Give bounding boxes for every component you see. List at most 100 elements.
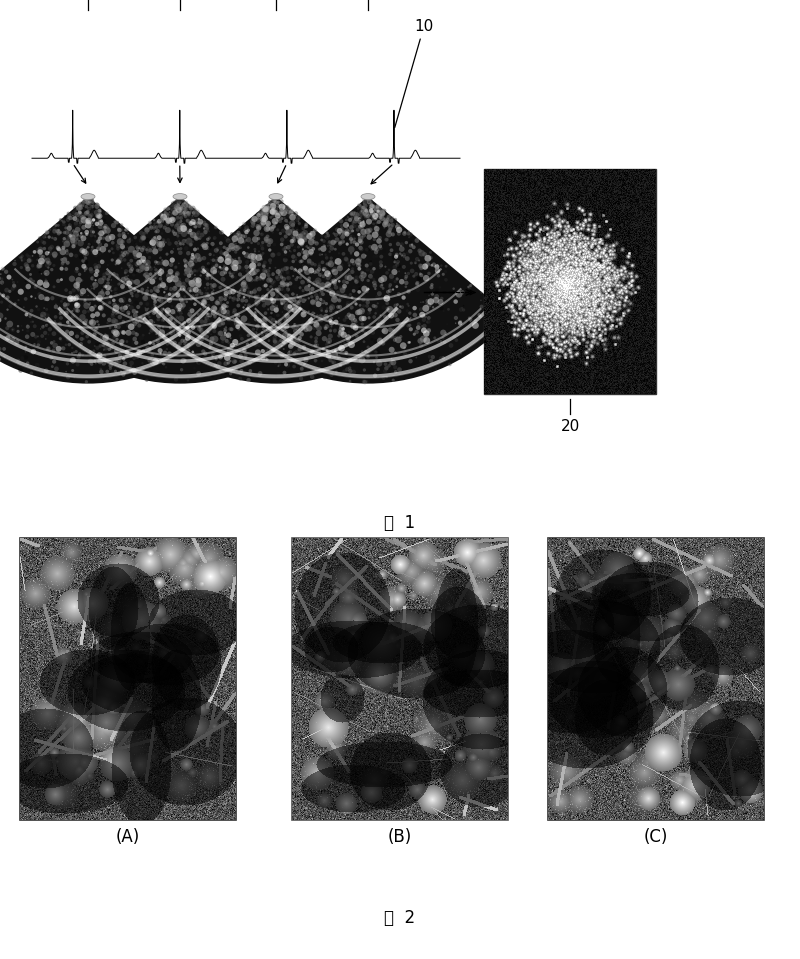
Point xyxy=(76,347,89,363)
Point xyxy=(362,191,375,206)
Point xyxy=(253,220,266,235)
Point xyxy=(328,273,341,289)
Point xyxy=(118,245,130,260)
Point xyxy=(274,287,287,302)
Point xyxy=(347,295,360,311)
Point xyxy=(290,250,302,266)
Point xyxy=(255,291,268,306)
Point xyxy=(292,324,305,339)
Point xyxy=(379,357,392,372)
Point xyxy=(13,247,26,263)
Point xyxy=(180,241,193,256)
Point xyxy=(348,204,361,220)
Point xyxy=(410,251,423,267)
Point xyxy=(147,270,160,286)
Point xyxy=(382,292,395,307)
Point xyxy=(305,263,318,278)
Point xyxy=(70,231,83,246)
Point xyxy=(326,241,338,256)
Point xyxy=(118,229,130,245)
Point xyxy=(397,336,410,351)
Point xyxy=(281,278,294,293)
Point xyxy=(240,219,253,234)
Point xyxy=(266,295,278,311)
Point xyxy=(373,199,386,215)
Point xyxy=(260,232,273,247)
Point xyxy=(230,258,242,273)
Point xyxy=(275,339,288,354)
Point xyxy=(40,226,53,242)
Point xyxy=(0,352,6,367)
Point xyxy=(322,261,335,276)
Point xyxy=(81,190,94,205)
Point xyxy=(87,230,100,246)
Point xyxy=(214,260,226,275)
Point xyxy=(41,308,54,323)
Point xyxy=(311,264,324,279)
Point xyxy=(286,327,299,342)
Point xyxy=(390,249,402,265)
Point xyxy=(89,339,102,354)
Point xyxy=(156,313,169,328)
Point xyxy=(89,199,102,214)
Point xyxy=(249,244,262,259)
Point xyxy=(261,199,274,214)
Point xyxy=(117,345,130,361)
Point xyxy=(171,349,184,364)
Point xyxy=(391,219,404,234)
Point xyxy=(431,283,444,298)
Point xyxy=(54,240,67,255)
Point xyxy=(116,239,129,254)
Point xyxy=(247,320,260,336)
Point xyxy=(149,292,162,308)
Point xyxy=(249,258,262,273)
Point xyxy=(267,293,280,309)
Point xyxy=(114,292,127,308)
Point xyxy=(67,309,80,324)
Point xyxy=(84,201,97,217)
Point xyxy=(83,199,96,215)
Point xyxy=(186,319,199,335)
Point xyxy=(53,293,66,309)
Point xyxy=(376,205,389,221)
Point xyxy=(166,202,178,218)
Point xyxy=(106,306,119,321)
Point xyxy=(259,351,272,366)
Point xyxy=(54,305,67,320)
Point xyxy=(180,294,193,310)
Point xyxy=(386,329,398,344)
Point xyxy=(419,309,432,324)
Point xyxy=(278,242,290,257)
Point xyxy=(178,253,191,269)
Point xyxy=(104,279,117,294)
Point xyxy=(148,315,161,330)
Point xyxy=(193,231,206,246)
Point xyxy=(98,214,110,229)
Point xyxy=(218,325,231,340)
Point xyxy=(283,335,296,350)
Point xyxy=(35,290,48,305)
Point xyxy=(250,272,262,288)
Point xyxy=(120,222,133,237)
Point xyxy=(146,235,159,250)
Point xyxy=(353,230,366,246)
Point xyxy=(141,222,154,238)
Point xyxy=(256,313,269,328)
Point xyxy=(66,340,78,356)
Point xyxy=(34,245,47,260)
Point xyxy=(281,215,294,230)
Point xyxy=(66,208,79,223)
Point xyxy=(143,250,156,266)
Point xyxy=(171,193,184,208)
Point xyxy=(343,212,356,227)
Point xyxy=(269,260,282,275)
Point xyxy=(313,339,326,354)
Point xyxy=(196,332,209,347)
Ellipse shape xyxy=(173,194,187,199)
Point xyxy=(359,195,372,210)
Point xyxy=(268,282,281,297)
Point xyxy=(430,262,443,277)
Point xyxy=(371,362,384,377)
Point xyxy=(117,366,130,382)
Point xyxy=(122,353,135,368)
